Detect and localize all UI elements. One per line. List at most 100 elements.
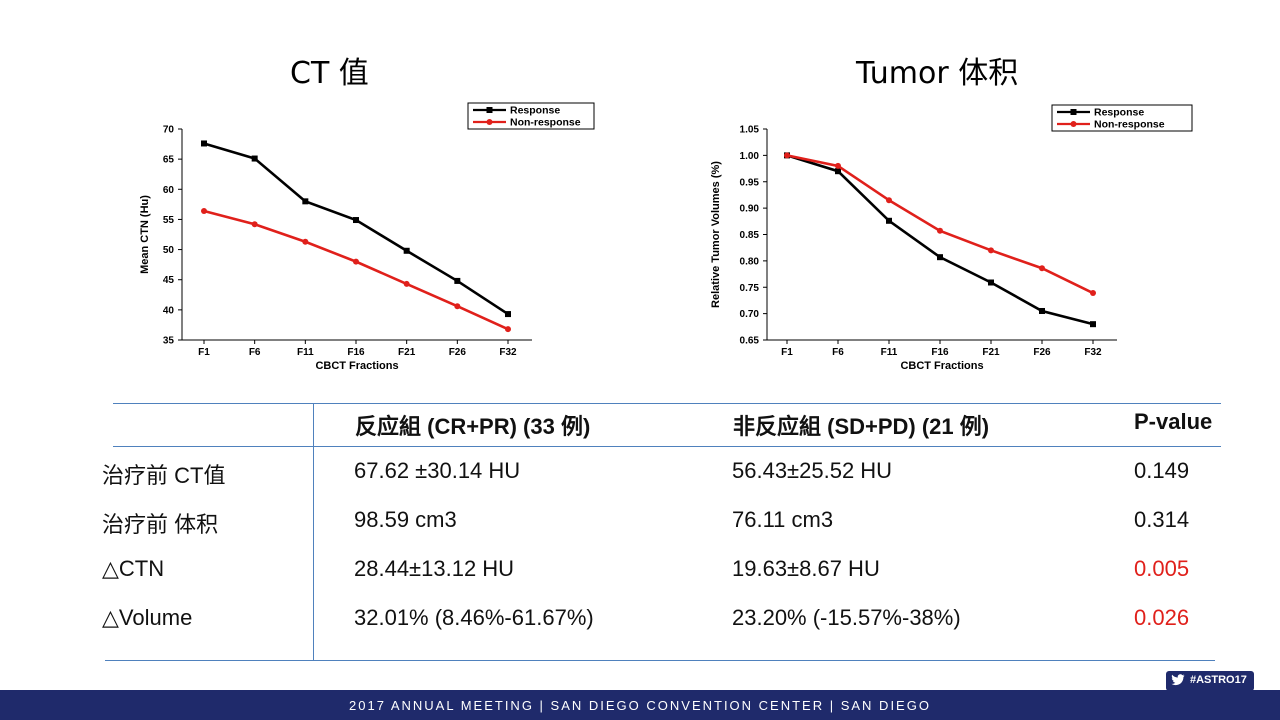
y-tick-label: 0.75: [740, 283, 760, 294]
data-point: [988, 279, 994, 286]
data-point: [1039, 307, 1045, 314]
data-point: [353, 258, 359, 265]
table-cell-nonresponse: 23.20% (-15.57%-38%): [732, 605, 961, 630]
legend-marker: [486, 119, 493, 125]
data-point: [403, 280, 410, 287]
y-tick-label: 0.90: [740, 204, 760, 215]
table-row-label: 治疗前 体积: [102, 512, 219, 537]
data-point: [784, 152, 790, 159]
legend-marker: [1070, 121, 1077, 127]
data-point: [251, 221, 258, 228]
x-tick-label: F32: [1084, 347, 1102, 358]
legend-marker: [486, 107, 493, 113]
hashtag-label: #ASTRO17: [1190, 674, 1247, 686]
table-cell-response: 67.62 ±30.14 HU: [354, 458, 521, 483]
table-cell-nonresponse: 19.63±8.67 HU: [732, 556, 880, 581]
y-tick-label: 65: [163, 155, 175, 166]
x-tick-label: F6: [249, 347, 261, 358]
data-point: [988, 247, 994, 254]
table-cell-nonresponse: 76.11 cm3: [732, 507, 834, 532]
twitter-bird-icon: [1171, 674, 1185, 689]
series-line: [203, 209, 509, 331]
data-point: [201, 207, 207, 214]
x-tick-label: F32: [499, 347, 517, 358]
legend-label: Non-response: [510, 117, 581, 129]
x-tick-label: F16: [931, 347, 949, 358]
y-axis-label: Relative Tumor Volumes (%): [710, 161, 722, 308]
series-line: [203, 142, 509, 316]
data-point: [835, 162, 841, 169]
x-tick-label: F21: [398, 347, 416, 358]
x-tick-label: F21: [982, 347, 1000, 358]
hashtag-badge[interactable]: #ASTRO17: [1166, 671, 1254, 691]
x-tick-label: F11: [881, 347, 898, 358]
legend-label: Response: [1094, 107, 1144, 119]
x-tick-label: F1: [781, 347, 793, 358]
right-chart-title: Tumor 体积: [856, 56, 1019, 91]
x-tick-label: F1: [198, 347, 210, 358]
data-point: [937, 254, 943, 261]
y-tick-label: 50: [163, 245, 175, 256]
data-point: [937, 227, 943, 234]
x-tick-label: F26: [1033, 347, 1051, 358]
data-point: [1090, 321, 1096, 328]
table-row-label: △Volume: [102, 605, 193, 630]
y-tick-label: 40: [163, 305, 175, 316]
data-point: [505, 311, 511, 318]
series-line: [786, 154, 1094, 326]
legend-label: Response: [510, 105, 560, 117]
data-point: [886, 217, 892, 224]
mean-ctn-chart: 35 40 45 50 55 60 65 70 F1 F6 F11 F16 F21 F26 F32 CBCT …: [139, 102, 595, 372]
x-tick-label: F11: [297, 347, 314, 358]
table-top-rule: [113, 403, 1221, 404]
data-point: [505, 326, 511, 333]
x-tick-label: F26: [449, 347, 467, 358]
y-axis-label: Mean CTN (Hu): [139, 195, 151, 274]
table-row-label: 治疗前 CT值: [102, 463, 226, 488]
table-bottom-rule: [105, 660, 1215, 661]
data-point: [1090, 290, 1096, 297]
table-cell-pvalue: 0.314: [1134, 507, 1190, 532]
legend-label: Non-response: [1094, 119, 1165, 131]
data-point: [302, 238, 309, 245]
table-cell-response: 98.59 cm3: [354, 507, 457, 532]
data-point: [403, 247, 410, 254]
table-cell-nonresponse: 56.43±25.52 HU: [732, 458, 893, 483]
data-point: [835, 168, 841, 175]
table-cell-response: 28.44±13.12 HU: [354, 556, 515, 581]
y-tick-label: 0.65: [740, 336, 760, 347]
y-tick-label: 0.80: [740, 256, 760, 267]
table-cell-pvalue-significant: 0.005: [1134, 556, 1190, 581]
y-tick-label: 35: [163, 336, 175, 347]
legend-marker: [1070, 109, 1077, 115]
left-chart-title: CT 值: [290, 56, 369, 91]
y-tick-label: 60: [163, 185, 175, 196]
y-tick-label: 0.95: [740, 177, 760, 188]
table-cell-response: 32.01% (8.46%-61.67%): [354, 605, 594, 630]
table-header-rule: [113, 446, 1221, 447]
data-point: [302, 198, 309, 205]
x-axis-label: CBCT Fractions: [900, 360, 983, 372]
data-point: [454, 277, 461, 284]
x-tick-label: F6: [832, 347, 844, 358]
table-column-divider: [313, 403, 314, 660]
x-axis-label: CBCT Fractions: [315, 360, 398, 372]
footer-text: 2017 ANNUAL MEETING | SAN DIEGO CONVENTI…: [349, 698, 931, 713]
data-point: [251, 155, 258, 162]
table-header-pvalue: P-value: [1134, 409, 1213, 434]
table-cell-pvalue: 0.149: [1134, 458, 1190, 483]
y-tick-label: 1.00: [740, 151, 760, 162]
relative-tumor-volume-chart: 0.65 0.70 0.75 0.80 0.85 0.90 0.95 1.00 1.05 F1 F6…: [710, 104, 1193, 372]
y-tick-label: 45: [163, 275, 175, 286]
x-tick-label: F16: [347, 347, 365, 358]
data-point: [353, 217, 359, 224]
series-line: [786, 154, 1094, 295]
y-tick-label: 1.05: [740, 125, 760, 136]
y-tick-label: 70: [163, 125, 175, 136]
table-cell-pvalue-significant: 0.026: [1134, 605, 1190, 630]
data-point: [1039, 265, 1045, 272]
table-header-response: 反应組 (CR+PR) (33 例): [355, 414, 591, 439]
y-tick-label: 0.85: [740, 230, 760, 241]
y-tick-label: 0.70: [740, 309, 760, 320]
data-point: [201, 140, 207, 147]
